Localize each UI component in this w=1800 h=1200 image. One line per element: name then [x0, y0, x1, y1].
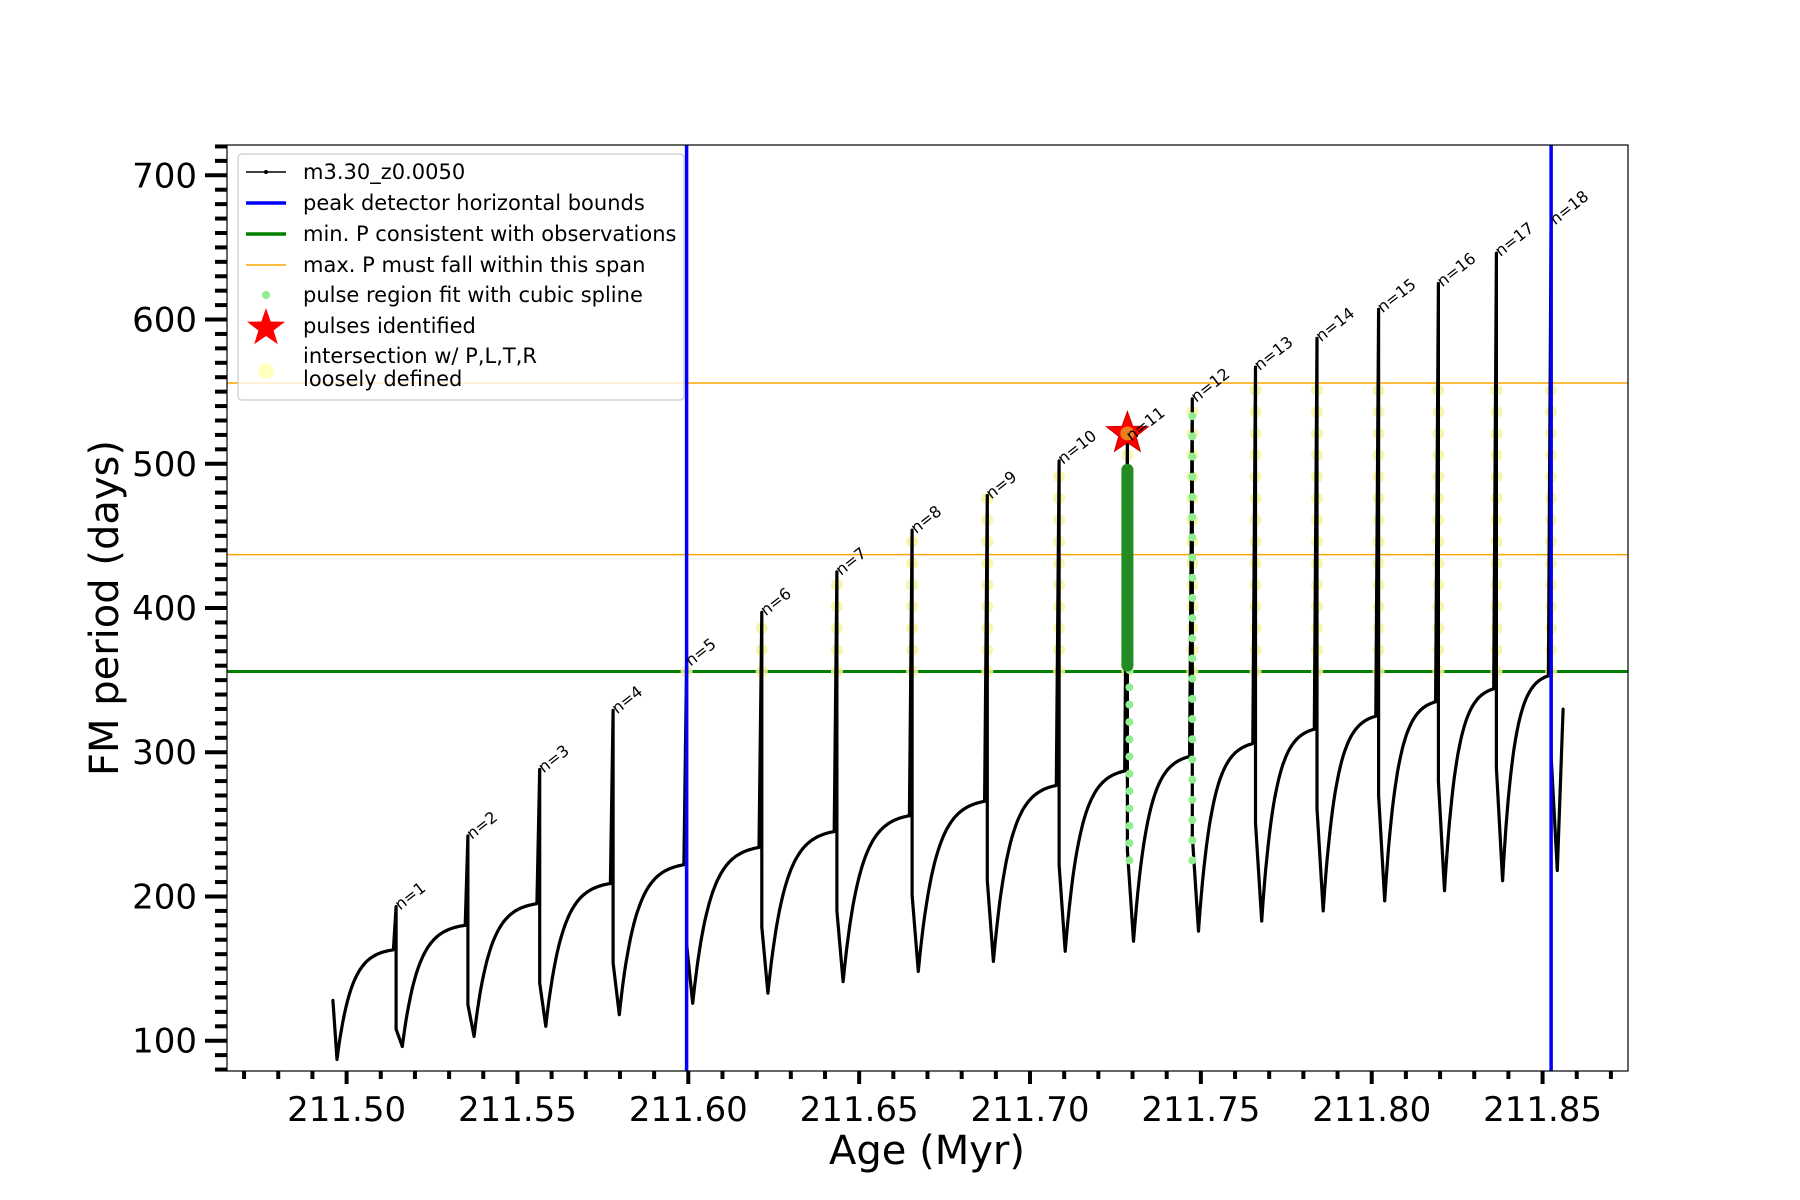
spline-point [1188, 452, 1197, 461]
y-tick-label: 300 [132, 733, 197, 773]
spline-point [1188, 553, 1197, 562]
series-line [331, 219, 1565, 1062]
spline-point [1125, 752, 1134, 761]
spline-point [1188, 694, 1197, 703]
pulse-label-n11: n=11 [1122, 403, 1168, 445]
spline-point [1188, 533, 1197, 542]
spline-point [1188, 755, 1197, 764]
spline-point [1188, 513, 1197, 522]
legend-swatch [247, 308, 285, 345]
spline-point [1188, 795, 1197, 804]
legend-box [237, 153, 685, 401]
spline-point [1188, 836, 1197, 845]
x-tick-label: 211.50 [287, 1090, 406, 1130]
legend-label-line2: loosely defined [303, 367, 462, 391]
x-tick-label: 211.65 [800, 1090, 919, 1130]
identified-pulse [1105, 410, 1150, 453]
spline-point [1125, 839, 1134, 848]
spline-point [1125, 700, 1134, 709]
x-axis: 211.50 211.55 211.60 211.65 211.70 211.75 211.… [242, 1071, 1613, 1130]
pulse-label-n15: n=15 [1373, 275, 1419, 317]
y-tick-label: 500 [132, 445, 197, 485]
legend-label: min. P consistent with observations [303, 222, 676, 246]
legend-swatch [258, 363, 274, 379]
legend-item-5: pulse region fit with cubic spline [262, 283, 643, 307]
y-tick-label: 100 [132, 1022, 197, 1062]
spline-point [1188, 573, 1197, 582]
spline-point [1188, 492, 1197, 501]
x-tick-label: 211.80 [1312, 1090, 1431, 1130]
pulse-label-n14: n=14 [1312, 303, 1358, 345]
x-tick-label: 211.60 [629, 1090, 748, 1130]
y-tick-label: 700 [132, 156, 197, 196]
legend-swatch [262, 291, 270, 299]
spline-point [1188, 654, 1197, 663]
spline-point [1125, 821, 1134, 830]
spline-point [1188, 614, 1197, 623]
spline-point [1125, 717, 1134, 726]
legend-label: max. P must fall within this span [303, 253, 645, 277]
y-axis-title: FM period (days) [82, 440, 128, 776]
legend-item-1: m3.30_z0.0050 [246, 160, 465, 185]
x-tick-label: 211.55 [458, 1090, 577, 1130]
legend-label: pulses identified [303, 314, 476, 338]
legend-item-4: max. P must fall within this span [246, 253, 645, 277]
spline-point [1188, 775, 1197, 784]
spline-point [1125, 856, 1134, 865]
y-tick-label: 200 [132, 877, 197, 917]
spline-point [1188, 674, 1197, 683]
spline-point [1188, 816, 1197, 825]
spline-point [1188, 432, 1197, 441]
spline-point [1188, 412, 1197, 421]
y-tick-label: 600 [132, 301, 197, 341]
vertical-bounds [684, 145, 1553, 1071]
legend-label: peak detector horizontal bounds [303, 191, 645, 215]
spline-point [1188, 715, 1197, 724]
pulse-label-n16: n=16 [1433, 249, 1479, 291]
identified-pulse-marker [1120, 426, 1135, 441]
spline-point [1188, 735, 1197, 744]
spline-point [1125, 683, 1134, 692]
x-tick-label: 211.70 [971, 1090, 1090, 1130]
spline-point [1125, 769, 1134, 778]
pulse-label-n17: n=17 [1491, 218, 1537, 260]
x-tick-label: 211.75 [1141, 1090, 1260, 1130]
spline-point [1188, 634, 1197, 643]
legend-label: intersection w/ P,L,T,R [303, 344, 537, 368]
x-tick-label: 211.85 [1483, 1090, 1602, 1130]
pulse-label-n13: n=13 [1250, 332, 1296, 374]
x-axis-title: Age (Myr) [829, 1128, 1025, 1174]
spline-dense-region [1121, 463, 1134, 672]
y-axis: 100 200 300 400 500 600 700 [132, 144, 227, 1072]
y-tick-label: 400 [132, 589, 197, 629]
legend-item-2: peak detector horizontal bounds [246, 191, 645, 215]
spline-point [1188, 472, 1197, 481]
spline-point [1125, 804, 1134, 813]
legend-label: m3.30_z0.0050 [303, 160, 465, 185]
legend-label: pulse region fit with cubic spline [303, 283, 643, 307]
spline-point [1188, 593, 1197, 602]
spline-point [1125, 787, 1134, 796]
legend-item-3: min. P consistent with observations [246, 222, 676, 246]
legend-swatch-marker [264, 170, 268, 174]
pulse-label-n12: n=12 [1187, 364, 1233, 406]
legend-item-6: pulses identified [247, 308, 476, 345]
spline-fit-points [1121, 412, 1197, 865]
spline-point [1125, 735, 1134, 744]
spline-point [1188, 856, 1197, 865]
pulse-label-n10: n=10 [1054, 426, 1100, 468]
